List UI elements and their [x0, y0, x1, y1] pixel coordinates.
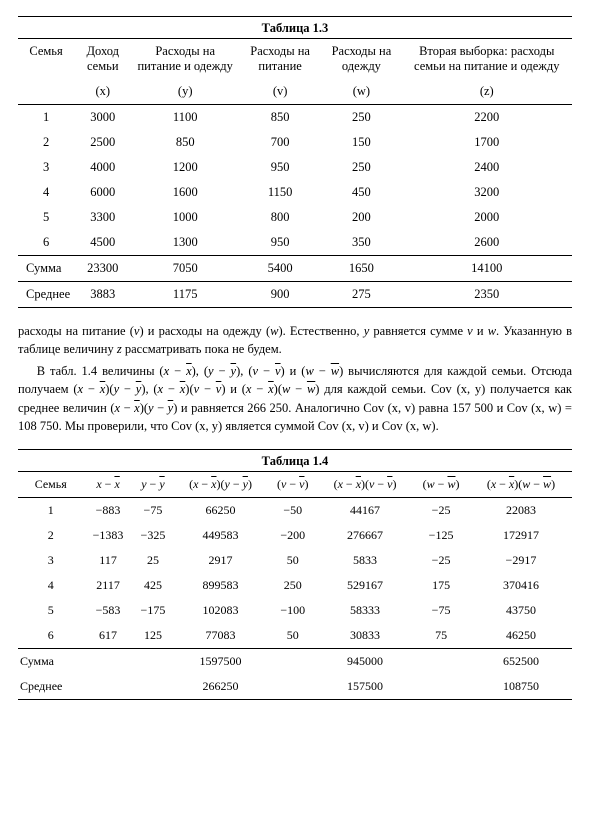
t14-h0: Семья — [18, 472, 83, 498]
table-1-3-title: Таблица 1.3 — [18, 16, 572, 39]
body-paragraphs: расходы на питание (v) и расходы на одеж… — [18, 322, 572, 435]
t14-h2: y − y — [133, 472, 174, 498]
para-1: расходы на питание (v) и расходы на одеж… — [18, 322, 572, 358]
table-row: 6450013009503502600 — [18, 230, 572, 256]
t14-mean-label: Среднее — [18, 674, 83, 700]
t13-mean-label: Среднее — [18, 282, 74, 308]
t13-sh4: (w) — [321, 79, 401, 105]
t13-sh1: (x) — [74, 79, 131, 105]
t13-h2: Расходы на питание и одежду — [131, 39, 239, 79]
table-1-4-grid: Семья x − x y − y (x − x)(y − y) (v − v)… — [18, 472, 572, 700]
t13-sum-row: Сумма 2330070505400165014100 — [18, 256, 572, 282]
t14-h5: (x − x)(v − v) — [318, 472, 412, 498]
para-2: В табл. 1.4 величины (x − x), (y − y), (… — [18, 362, 572, 435]
table-1-4: Таблица 1.4 Семья x − x y − y (x − x)(y … — [18, 449, 572, 700]
t14-mean-row: Среднее 266250157500108750 — [18, 674, 572, 700]
table-row: 5330010008002002000 — [18, 205, 572, 230]
t13-body: 1300011008502502200 225008507001501700 3… — [18, 105, 572, 308]
table-row: 66171257708350308337546250 — [18, 623, 572, 649]
t13-h5: Вторая выборка: расходы семьи на питание… — [402, 39, 572, 79]
t14-h1: x − x — [83, 472, 132, 498]
t13-sh0 — [18, 79, 74, 105]
table-row: 42117425899583250529167175370416 — [18, 573, 572, 598]
t13-h3: Расходы на питание — [239, 39, 321, 79]
table-row: 2−1383−325449583−200276667−125172917 — [18, 523, 572, 548]
t14-sum-row: Сумма 1597500945000652500 — [18, 648, 572, 674]
t14-body: 1−883−7566250−5044167−2522083 2−1383−325… — [18, 497, 572, 699]
table-row: 46000160011504503200 — [18, 180, 572, 205]
t13-sh3: (v) — [239, 79, 321, 105]
t13-mean-row: Среднее 388311759002752350 — [18, 282, 572, 308]
table-row: 3117252917505833−25−2917 — [18, 548, 572, 573]
t14-h6: (w − w) — [412, 472, 470, 498]
t13-sum-label: Сумма — [18, 256, 74, 282]
t13-h0: Семья — [18, 39, 74, 79]
t14-sum-label: Сумма — [18, 648, 83, 674]
table-row: 1−883−7566250−5044167−2522083 — [18, 497, 572, 523]
table-row: 225008507001501700 — [18, 130, 572, 155]
t13-sh2: (y) — [131, 79, 239, 105]
t14-h3: (x − x)(y − y) — [173, 472, 267, 498]
t14-h7: (x − x)(w − w) — [470, 472, 572, 498]
table-1-4-title: Таблица 1.4 — [18, 449, 572, 472]
table-1-3: Таблица 1.3 Семья Доход семьи Расходы на… — [18, 16, 572, 308]
table-1-3-grid: Семья Доход семьи Расходы на питание и о… — [18, 39, 572, 308]
t13-h4: Расходы на одежду — [321, 39, 401, 79]
table-row: 5−583−175102083−10058333−7543750 — [18, 598, 572, 623]
t14-h4: (v − v) — [268, 472, 318, 498]
table-row: 3400012009502502400 — [18, 155, 572, 180]
t13-h1: Доход семьи — [74, 39, 131, 79]
table-row: 1300011008502502200 — [18, 105, 572, 131]
t13-sh5: (z) — [402, 79, 572, 105]
